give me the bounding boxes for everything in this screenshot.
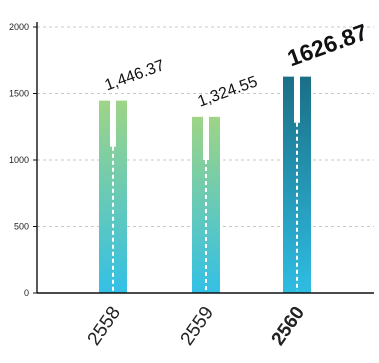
y-axis-ticks: 0 500 1000 1500 2000 [9, 22, 37, 298]
y-tick-label: 1500 [9, 89, 29, 99]
x-axis-category-labels: 2558 2559 2560 [84, 303, 309, 350]
y-tick-label: 2000 [9, 22, 29, 32]
bar-notch [110, 99, 116, 147]
bar-notch [203, 115, 209, 160]
data-label: 1626.87 [284, 18, 371, 71]
x-tick-label: 2558 [84, 303, 125, 350]
y-tick-label: 500 [14, 222, 29, 232]
bars [99, 75, 311, 294]
y-tick-label: 1000 [9, 155, 29, 165]
bar-notch [294, 75, 300, 123]
axes [36, 22, 374, 294]
y-tick-label: 0 [24, 288, 29, 298]
data-label: 1,324.55 [196, 73, 260, 110]
data-labels: 1,446.37 1,324.55 1626.87 [103, 18, 371, 110]
data-label: 1,446.37 [103, 57, 167, 94]
x-tick-label: 2560 [268, 303, 309, 350]
x-tick-label: 2559 [177, 303, 218, 350]
